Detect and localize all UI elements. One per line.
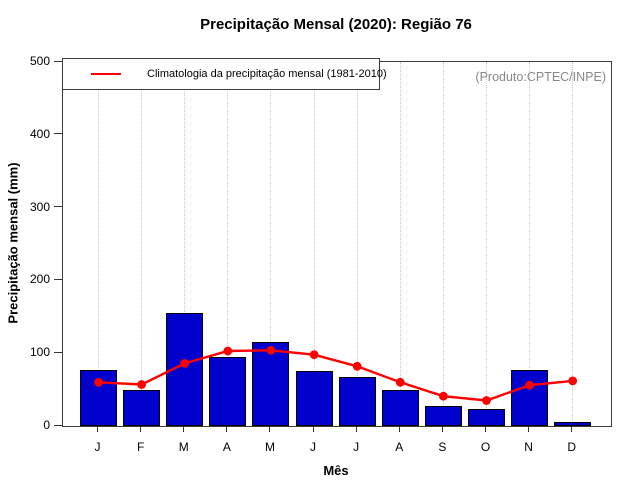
- gridline-J-7: [356, 62, 358, 426]
- x-tick-label-M-5: M: [264, 440, 275, 454]
- x-tick-7: [355, 426, 357, 432]
- y-tick-label-0: 0: [43, 418, 50, 432]
- x-tick-label-A-8: A: [395, 440, 404, 454]
- gridline-J-1: [98, 62, 99, 426]
- bar-month-5: [252, 342, 290, 426]
- y-tick-label-200: 200: [29, 272, 50, 287]
- climatology-point-7: [352, 361, 362, 371]
- bar-month-11: [511, 369, 549, 426]
- x-tick-3: [183, 426, 185, 432]
- gridline-N-11: [529, 62, 531, 426]
- x-tick-5: [269, 426, 271, 432]
- x-tick-label-S-9: S: [438, 440, 447, 454]
- x-tick-label-D-12: D: [567, 440, 577, 454]
- climatology-point-4: [223, 346, 233, 356]
- x-tick-label-F-2: F: [136, 440, 145, 454]
- plot-area: Climatologia da precipitação mensal (198…: [62, 58, 612, 427]
- gridline-S-9: [442, 62, 444, 426]
- climatology-line-chart: [94, 345, 578, 405]
- x-tick-2: [140, 426, 142, 432]
- climatology-point-11: [525, 380, 534, 390]
- legend: Climatologia da precipitação mensal (198…: [62, 58, 387, 90]
- gridline-A-8: [399, 62, 401, 426]
- gridline-A-4: [227, 62, 229, 426]
- y-tick-400: [54, 133, 62, 135]
- x-tick-9: [441, 426, 443, 432]
- gridline-D-12: [572, 62, 574, 426]
- x-tick-6: [312, 426, 314, 432]
- climatology-point-9: [439, 391, 448, 401]
- x-tick-12: [571, 426, 573, 432]
- y-tick-0: [54, 424, 62, 426]
- x-tick-8: [398, 426, 400, 432]
- x-tick-label-O-10: O: [480, 440, 491, 454]
- x-tick-label-J-6: J: [310, 440, 317, 454]
- bar-month-6: [295, 370, 333, 426]
- y-tick-100: [54, 351, 62, 353]
- x-tick-10: [484, 426, 486, 432]
- y-tick-label-400: 400: [29, 126, 50, 141]
- y-tick-label-100: 100: [29, 345, 50, 360]
- x-axis-label: Mês: [323, 463, 349, 478]
- climatology-point-1: [94, 377, 103, 387]
- x-tick-11: [528, 426, 530, 432]
- bar-month-9: [424, 406, 462, 426]
- y-tick-300: [54, 206, 62, 208]
- legend-red-line-sample: [91, 73, 121, 75]
- gridline-J-6: [313, 62, 315, 426]
- climatology-point-5: [266, 345, 276, 355]
- climatology-point-2: [137, 380, 146, 389]
- climatology-point-3: [180, 359, 190, 368]
- climatology-point-10: [482, 396, 491, 405]
- x-tick-label-M-3: M: [178, 440, 189, 454]
- gridline-O-10: [485, 62, 487, 426]
- x-tick-4: [226, 426, 228, 432]
- gridline-F-2: [141, 62, 143, 426]
- y-tick-500: [54, 60, 62, 62]
- chart-title: Precipitação Mensal (2020): Região 76: [200, 16, 472, 33]
- bar-month-2: [123, 390, 161, 426]
- climatology-line: [98, 349, 573, 402]
- climatology-point-6: [309, 350, 319, 360]
- bar-month-7: [338, 377, 376, 426]
- bar-month-8: [381, 389, 419, 426]
- legend-label: Climatologia da precipitação mensal (198…: [147, 68, 387, 80]
- x-tick-label-A-4: A: [222, 440, 231, 454]
- y-tick-label-500: 500: [29, 54, 50, 68]
- x-tick-label-J-1: J: [94, 440, 101, 454]
- x-tick-1: [97, 426, 98, 432]
- y-tick-label-300: 300: [29, 199, 50, 214]
- bar-month-10: [467, 408, 505, 426]
- x-tick-label-N-11: N: [524, 440, 533, 454]
- climatology-point-12: [568, 376, 578, 386]
- y-axis-label: Precipitação mensal (mm): [5, 162, 21, 324]
- climatology-point-8: [395, 377, 405, 387]
- bar-month-4: [209, 356, 247, 426]
- watermark-produto: (Produto:CPTEC/INPE): [475, 70, 606, 84]
- gridline-M-3: [184, 62, 186, 426]
- bar-month-12: [554, 422, 592, 426]
- x-tick-label-J-7: J: [353, 440, 360, 454]
- y-tick-200: [54, 278, 62, 280]
- gridline-M-5: [270, 62, 272, 426]
